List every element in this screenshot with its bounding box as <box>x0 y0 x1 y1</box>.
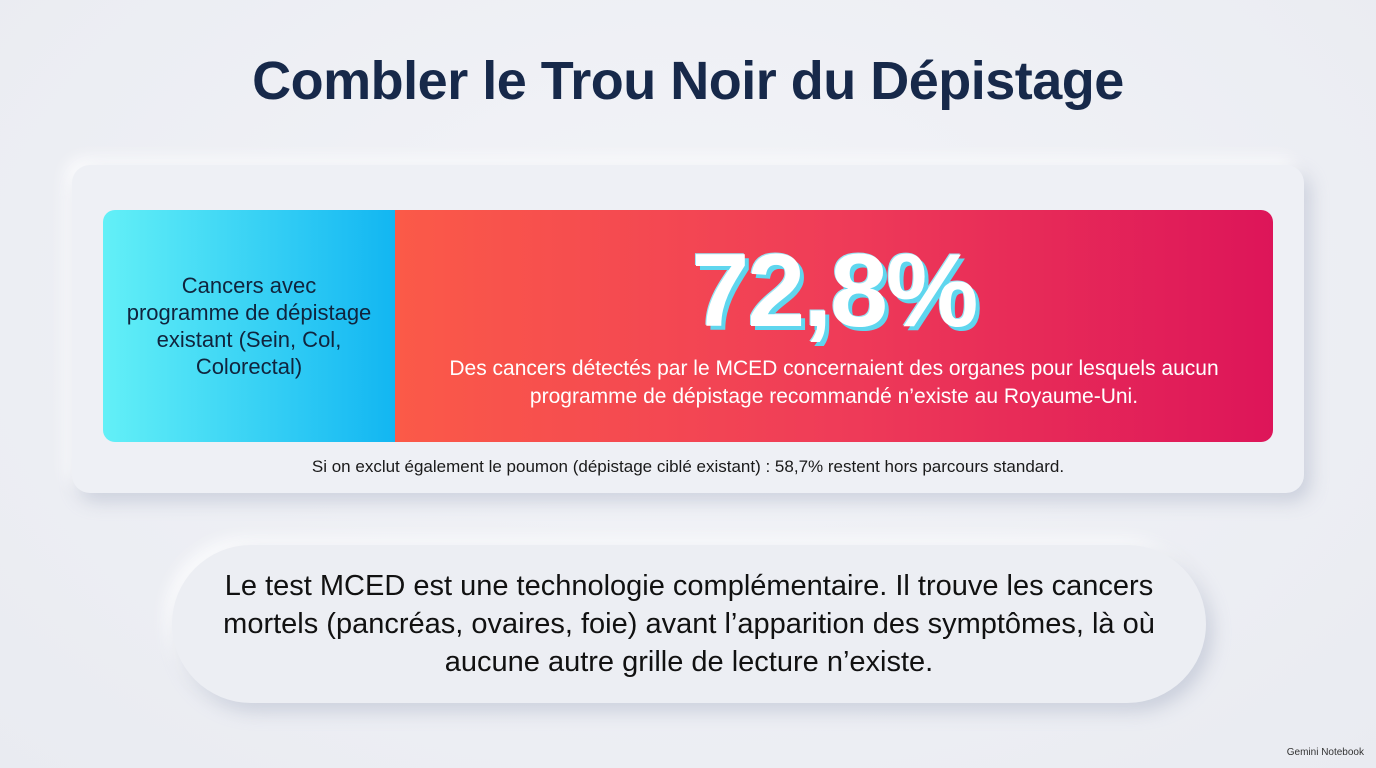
segment-label: Cancers avec programme de dépistage exis… <box>126 273 372 379</box>
unscreened-segment <box>395 210 1273 442</box>
title: Combler le Trou Noir du Dépistage <box>252 51 1124 111</box>
conclusion-box: Le test MCED est une technologie complém… <box>172 545 1206 703</box>
screened-segment: Cancers avec programme de dépistage exis… <box>103 210 395 442</box>
watermark: Gemini Notebook <box>1286 747 1364 758</box>
footnote: Si on exclut également le poumon (dépist… <box>311 457 1065 476</box>
stat-value: 72,8% <box>691 233 979 349</box>
stat-description: Des cancers détectés par le MCED concern… <box>449 357 1219 408</box>
conclusion-text: Le test MCED est une technologie complém… <box>223 570 1155 678</box>
